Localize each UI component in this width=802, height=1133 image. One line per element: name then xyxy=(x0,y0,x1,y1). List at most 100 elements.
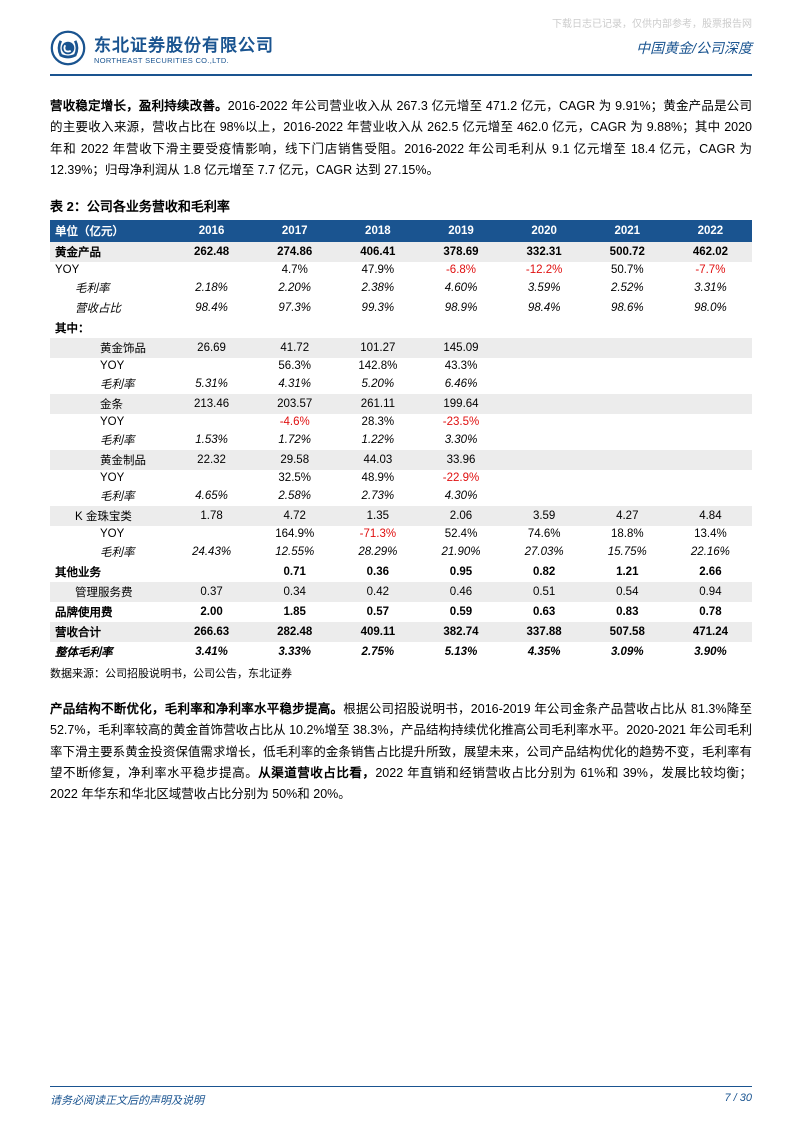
row-label: 毛利率 xyxy=(50,278,170,298)
cell xyxy=(669,414,752,430)
cell: 4.31% xyxy=(253,374,336,394)
cell: 2.73% xyxy=(336,486,419,506)
cell: 199.64 xyxy=(419,394,502,414)
cell: 0.94 xyxy=(669,582,752,602)
table-row: 品牌使用费2.001.850.570.590.630.830.78 xyxy=(50,602,752,622)
header-year-1: 2017 xyxy=(253,220,336,242)
cell xyxy=(170,562,253,582)
row-label: 金条 xyxy=(50,394,170,414)
cell xyxy=(586,486,669,506)
cell: 15.75% xyxy=(586,542,669,562)
cell: 3.59% xyxy=(503,278,586,298)
cell: 52.4% xyxy=(419,526,502,542)
cell xyxy=(253,318,336,338)
cell: 3.31% xyxy=(669,278,752,298)
cell: 2.38% xyxy=(336,278,419,298)
row-label: 其他业务 xyxy=(50,562,170,582)
cell xyxy=(669,486,752,506)
cell: 1.35 xyxy=(336,506,419,526)
cell: 2.58% xyxy=(253,486,336,506)
header-year-2: 2018 xyxy=(336,220,419,242)
cell: 22.16% xyxy=(669,542,752,562)
row-label: YOY xyxy=(50,358,170,374)
table-row: 毛利率24.43%12.55%28.29%21.90%27.03%15.75%2… xyxy=(50,542,752,562)
row-label: 黄金饰品 xyxy=(50,338,170,358)
table-body: 黄金产品262.48274.86406.41378.69332.31500.72… xyxy=(50,242,752,662)
table-row: 营收占比98.4%97.3%99.3%98.9%98.4%98.6%98.0% xyxy=(50,298,752,318)
table-row: YOY-4.6%28.3%-23.5% xyxy=(50,414,752,430)
cell xyxy=(503,394,586,414)
cell: 98.4% xyxy=(503,298,586,318)
cell: 32.5% xyxy=(253,470,336,486)
cell xyxy=(503,430,586,450)
table-row: 黄金产品262.48274.86406.41378.69332.31500.72… xyxy=(50,242,752,262)
cell: 0.78 xyxy=(669,602,752,622)
cell: 0.54 xyxy=(586,582,669,602)
cell: 3.59 xyxy=(503,506,586,526)
cell: 6.46% xyxy=(419,374,502,394)
cell: 2.20% xyxy=(253,278,336,298)
cell xyxy=(586,394,669,414)
cell: 4.84 xyxy=(669,506,752,526)
cell xyxy=(669,470,752,486)
cell: 0.37 xyxy=(170,582,253,602)
cell xyxy=(503,414,586,430)
cell: 266.63 xyxy=(170,622,253,642)
cell: 213.46 xyxy=(170,394,253,414)
cell xyxy=(586,358,669,374)
cell: 507.58 xyxy=(586,622,669,642)
table-row: 其他业务0.710.360.950.821.212.66 xyxy=(50,562,752,582)
cell: 2.18% xyxy=(170,278,253,298)
row-label: YOY xyxy=(50,526,170,542)
cell: 4.72 xyxy=(253,506,336,526)
company-logo-icon xyxy=(50,30,86,66)
cell xyxy=(669,374,752,394)
cell: 48.9% xyxy=(336,470,419,486)
cell: 0.46 xyxy=(419,582,502,602)
cell: 3.41% xyxy=(170,642,253,662)
cell xyxy=(170,358,253,374)
cell: 145.09 xyxy=(419,338,502,358)
cell: 0.34 xyxy=(253,582,336,602)
cell: 382.74 xyxy=(419,622,502,642)
cell: 274.86 xyxy=(253,242,336,262)
logo-section: 东北证券股份有限公司 NORTHEAST SECURITIES CO.,LTD. xyxy=(50,30,274,66)
table-row: 黄金制品22.3229.5844.0333.96 xyxy=(50,450,752,470)
cell: 203.57 xyxy=(253,394,336,414)
cell: 409.11 xyxy=(336,622,419,642)
cell xyxy=(586,450,669,470)
cell: 0.36 xyxy=(336,562,419,582)
cell: 0.51 xyxy=(503,582,586,602)
cell: 5.13% xyxy=(419,642,502,662)
row-label: 黄金产品 xyxy=(50,242,170,262)
cell xyxy=(503,470,586,486)
cell: 2.52% xyxy=(586,278,669,298)
footer-disclaimer: 请务必阅读正文后的声明及说明 xyxy=(50,1092,204,1108)
row-label: 整体毛利率 xyxy=(50,642,170,662)
cell: 3.30% xyxy=(419,430,502,450)
cell: -12.2% xyxy=(503,262,586,278)
cell: 24.43% xyxy=(170,542,253,562)
page-header: 东北证券股份有限公司 NORTHEAST SECURITIES CO.,LTD.… xyxy=(50,30,752,76)
cell: 22.32 xyxy=(170,450,253,470)
cell: 4.65% xyxy=(170,486,253,506)
cell: -6.8% xyxy=(419,262,502,278)
cell: 500.72 xyxy=(586,242,669,262)
cell: 0.59 xyxy=(419,602,502,622)
row-label: K 金珠宝类 xyxy=(50,506,170,526)
cell: 1.78 xyxy=(170,506,253,526)
cell: 262.48 xyxy=(170,242,253,262)
cell: -22.9% xyxy=(419,470,502,486)
cell: 98.9% xyxy=(419,298,502,318)
cell: 164.9% xyxy=(253,526,336,542)
cell: -23.5% xyxy=(419,414,502,430)
row-label: 毛利率 xyxy=(50,486,170,506)
cell: 50.7% xyxy=(586,262,669,278)
cell xyxy=(586,338,669,358)
row-label: YOY xyxy=(50,470,170,486)
cell: 5.31% xyxy=(170,374,253,394)
cell xyxy=(503,358,586,374)
table-row: 毛利率4.65%2.58%2.73%4.30% xyxy=(50,486,752,506)
cell xyxy=(586,414,669,430)
cell xyxy=(170,414,253,430)
